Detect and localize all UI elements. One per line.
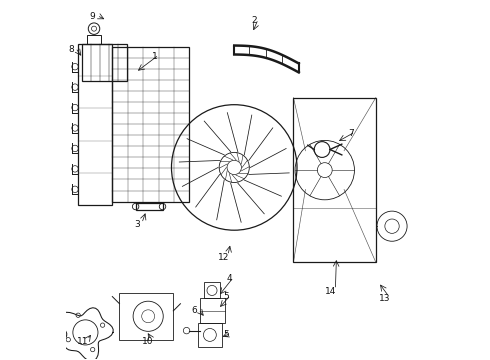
Bar [78,44,112,205]
Text: 7: 7 [348,129,354,138]
Bar [136,203,163,210]
Bar [294,98,376,262]
Bar [198,323,221,347]
Bar [87,35,101,44]
Bar [200,298,225,323]
Text: 3: 3 [135,220,140,229]
Bar [82,44,126,81]
Text: 8: 8 [68,45,74,54]
Text: 10: 10 [142,337,153,346]
Text: 1: 1 [152,52,157,61]
Bar [204,282,220,298]
Text: 5: 5 [223,330,229,339]
Text: 2: 2 [251,16,257,25]
Text: 5: 5 [223,292,229,301]
Text: 6: 6 [191,306,197,315]
Bar [120,293,173,339]
Text: 11: 11 [77,337,89,346]
Bar [112,47,190,202]
Text: 12: 12 [218,253,229,262]
Text: 13: 13 [379,294,391,303]
Text: 14: 14 [325,287,337,296]
Text: 4: 4 [226,274,232,283]
Text: 9: 9 [90,12,96,21]
